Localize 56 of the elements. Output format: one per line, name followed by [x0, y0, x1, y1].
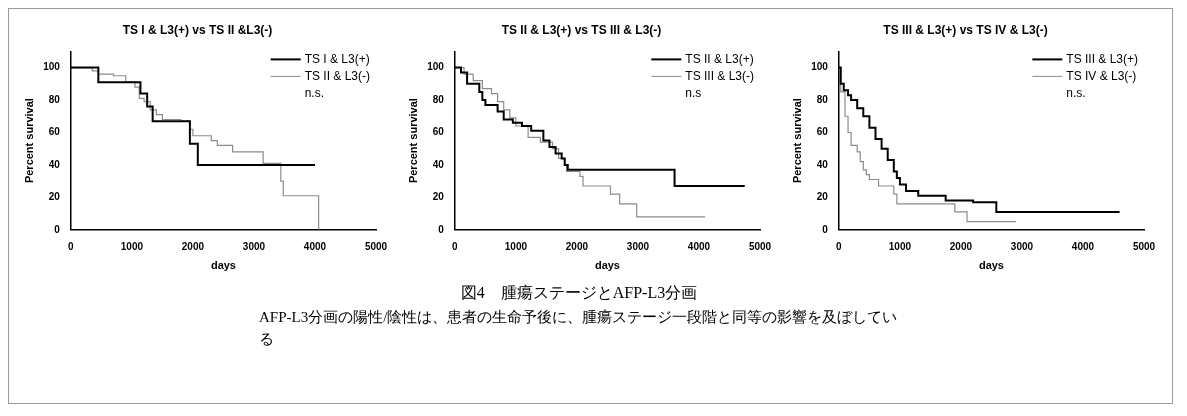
annotation: n.s.	[304, 85, 324, 100]
x-tick-label: 2000	[949, 240, 973, 252]
y-tick-label: 0	[54, 223, 61, 235]
y-tick-label: 80	[432, 93, 445, 105]
x-axis-title: days	[594, 259, 620, 272]
x-tick-label: 3000	[626, 240, 650, 252]
x-tick-label: 1000	[504, 240, 528, 252]
legend-label: TS III & L3(+)	[1066, 51, 1139, 66]
legend-label: TS I & L3(+)	[304, 51, 370, 66]
y-tick-label: 40	[816, 158, 829, 170]
x-tick-label: 5000	[364, 240, 388, 252]
x-axis-title: days	[978, 259, 1004, 272]
x-tick-label: 3000	[242, 240, 266, 252]
y-axis-title: Percent survival	[790, 98, 803, 184]
text: 図4 腫瘍ステージとAFP-L3分画	[459, 283, 699, 303]
y-tick-label: 20	[432, 191, 445, 203]
x-axis-title: days	[210, 259, 236, 272]
chart-title: TS II & L3(+) vs TS III & L3(-)	[501, 22, 662, 37]
y-tick-label: 20	[816, 191, 829, 203]
x-tick-label: 2000	[181, 240, 205, 252]
annotation: n.s.	[1066, 85, 1086, 100]
y-tick-label: 0	[438, 223, 445, 235]
annotation: n.s	[685, 85, 702, 100]
y-tick-label: 40	[432, 158, 445, 170]
x-tick-label: 4000	[1071, 240, 1095, 252]
x-tick-label: 0	[68, 240, 75, 252]
x-tick-label: 4000	[303, 240, 327, 252]
y-axis-title: Percent survival	[22, 98, 35, 184]
y-tick-label: 100	[427, 61, 445, 73]
x-tick-label: 0	[452, 240, 459, 252]
y-tick-label: 60	[432, 126, 445, 138]
legend-label: TS II & L3(-)	[304, 68, 370, 83]
y-tick-label: 100	[811, 61, 829, 73]
x-tick-label: 5000	[748, 240, 772, 252]
x-tick-label: 3000	[1010, 240, 1034, 252]
x-tick-label: 1000	[120, 240, 144, 252]
x-tick-label: 1000	[888, 240, 912, 252]
y-tick-label: 60	[816, 126, 829, 138]
y-tick-label: 40	[48, 158, 61, 170]
y-tick-label: 100	[43, 61, 61, 73]
chart-title: TS III & L3(+) vs TS IV & L3(-)	[883, 22, 1048, 37]
chart-title: TS I & L3(+) vs TS II &L3(-)	[122, 22, 273, 37]
y-tick-label: 80	[816, 93, 829, 105]
y-tick-label: 0	[822, 223, 829, 235]
y-tick-label: 60	[48, 126, 61, 138]
legend-label: TS II & L3(+)	[685, 51, 754, 66]
x-tick-label: 2000	[565, 240, 589, 252]
y-tick-label: 80	[48, 93, 61, 105]
x-tick-label: 5000	[1132, 240, 1156, 252]
y-tick-label: 20	[48, 191, 61, 203]
legend-label: TS III & L3(-)	[685, 68, 755, 83]
x-tick-label: 0	[836, 240, 843, 252]
x-tick-label: 4000	[687, 240, 711, 252]
legend-label: TS IV & L3(-)	[1066, 68, 1137, 83]
text: AFP-L3分画の陽性/陰性は、患者の生命予後に、腫瘍ステージ一段階と同等の影響を及ぼしている	[259, 308, 899, 349]
y-axis-title: Percent survival	[406, 98, 419, 184]
